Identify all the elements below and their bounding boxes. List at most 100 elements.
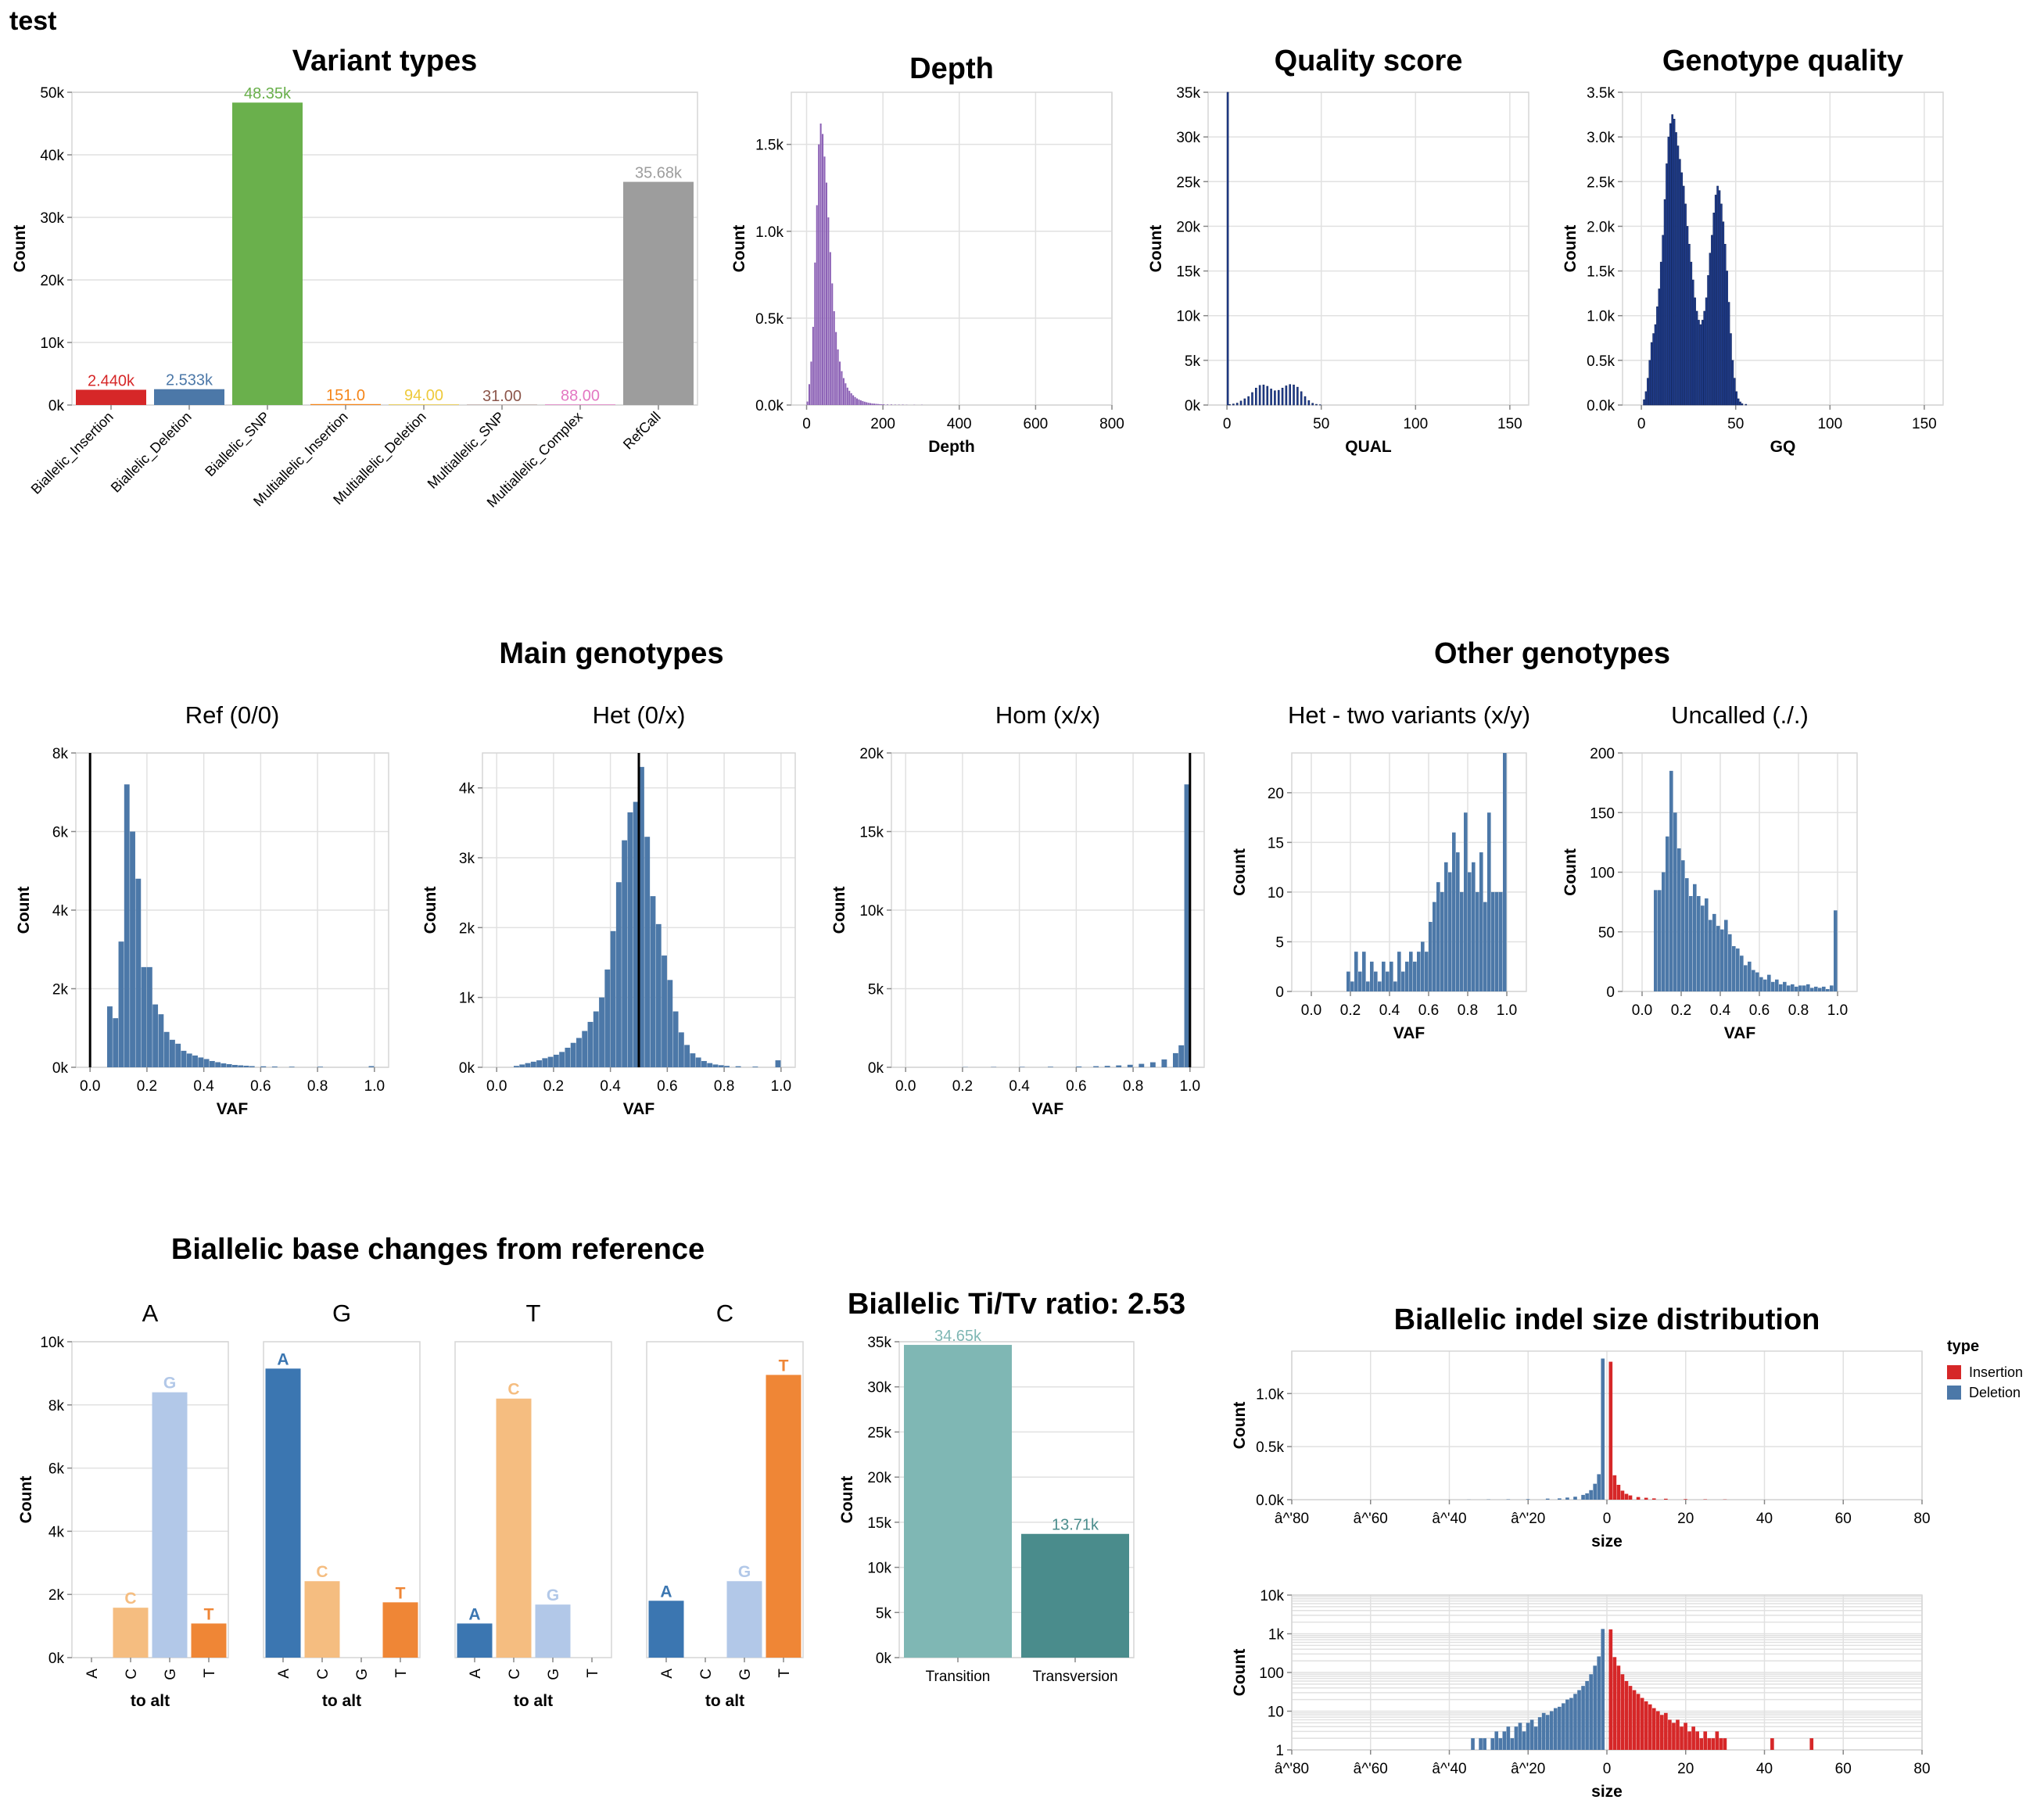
y-tick-label: 3k	[459, 851, 475, 867]
histogram-bar	[1736, 948, 1740, 991]
histogram-bar	[1226, 91, 1229, 406]
x-axis-label: Depth	[928, 438, 975, 456]
chart-title: Het (0/x)	[593, 701, 686, 729]
histogram-bar	[1707, 274, 1709, 406]
y-tick-label: 20k	[1176, 219, 1200, 235]
y-tick-label: 0k	[52, 1060, 69, 1077]
histogram-bar	[1763, 979, 1767, 991]
x-axis-label: QUAL	[1345, 438, 1392, 456]
legend-swatch-insertion	[1947, 1365, 1961, 1379]
chart-base-A: A 0k 2k 4k 6k 8k 10k Count A C C G G T Tto alt	[17, 1300, 229, 1710]
histogram-bar	[880, 404, 883, 405]
y-tick-label: 1k	[459, 991, 475, 1007]
histogram-bar	[1712, 913, 1716, 991]
histogram-bar	[1791, 984, 1795, 991]
chart-vaf-het2: Het - two variants (x/y) 0 5 10 15 20 Count 0.0…	[1231, 701, 1530, 1042]
y-tick-label: 200	[1590, 746, 1615, 762]
y-tick-label: 0.5k	[1587, 353, 1615, 370]
histogram-bar	[1711, 1738, 1716, 1750]
histogram-bar	[1266, 385, 1269, 406]
histogram-bar	[1616, 1485, 1621, 1500]
y-tick-label: 10k	[40, 1335, 64, 1351]
data-label: 88.00	[561, 387, 600, 404]
histogram-bar	[1456, 852, 1460, 991]
histogram-bar	[810, 361, 812, 405]
plot-frame	[1622, 91, 1944, 406]
y-tick-label: 0	[1275, 984, 1284, 1001]
histogram-bar	[1289, 384, 1292, 406]
x-tick-label: C	[698, 1669, 715, 1680]
x-tick-label: 400	[947, 416, 972, 432]
histogram-bar	[1479, 852, 1483, 991]
histogram-bar	[1666, 836, 1669, 991]
plot-frame	[263, 1341, 421, 1658]
histogram-bar	[1650, 342, 1653, 406]
x-tick-label: 0	[1223, 416, 1232, 432]
histogram-bar	[1711, 235, 1713, 406]
histogram-bar	[1529, 1719, 1534, 1750]
chart-gq: Genotype quality 0.0k 0.5k 1.0k 1.5k 2.0k 2.5k…	[1562, 45, 1944, 456]
histogram-bar	[1659, 261, 1662, 406]
histogram-bar	[1593, 1665, 1598, 1750]
histogram-bar	[1608, 1629, 1613, 1750]
histogram-bar	[1362, 952, 1366, 991]
x-tick-label: 0.0	[1301, 1002, 1321, 1019]
histogram-bar	[1759, 977, 1763, 991]
chart-depth: Depth 0.0k 0.5k 1.0k 1.5k Count 0 200 400 600 800 D…	[730, 52, 1124, 456]
histogram-bar	[1737, 398, 1740, 406]
histogram-bar	[1285, 385, 1288, 406]
x-axis-label: size	[1591, 1533, 1623, 1551]
y-tick-label: 0.0k	[1256, 1493, 1284, 1509]
histogram-bar	[1608, 1361, 1613, 1500]
x-tick-label: 0.0	[486, 1078, 507, 1095]
histogram-bar	[1676, 145, 1680, 406]
histogram-bar	[839, 361, 841, 405]
histogram-bar	[1730, 333, 1732, 406]
y-tick-label: 35k	[867, 1335, 891, 1351]
chart-vaf-hom: Hom (x/x) 0k 5k 10k 15k 20k Count 0.0 0.2 0.4 0.6 0…	[830, 701, 1205, 1118]
histogram-bar	[1350, 981, 1354, 991]
histogram-bar	[1690, 261, 1693, 406]
histogram-bar	[1783, 981, 1787, 991]
histogram-bar	[848, 390, 851, 405]
histogram-bar	[1697, 896, 1701, 991]
histogram-bar	[1601, 1358, 1605, 1500]
x-tick-label: Transversion	[1032, 1669, 1117, 1685]
bar-t	[191, 1623, 227, 1658]
histogram-bar	[695, 1057, 701, 1067]
histogram-bar	[1452, 832, 1456, 991]
histogram-bar	[1612, 1475, 1617, 1500]
x-tick-label: 200	[870, 416, 895, 432]
data-label: A	[660, 1583, 672, 1601]
histogram-bar	[1684, 1499, 1687, 1500]
histogram-bar	[707, 1063, 713, 1067]
histogram-bar	[1624, 1680, 1629, 1750]
data-label: C	[316, 1563, 328, 1581]
histogram-bar	[547, 1056, 554, 1067]
histogram-bar	[1644, 391, 1648, 406]
histogram-bar	[822, 134, 824, 406]
histogram-bar	[146, 966, 152, 1067]
y-tick-label: 30k	[40, 210, 64, 227]
histogram-bar	[1347, 971, 1350, 991]
y-tick-label: 40k	[40, 148, 64, 164]
histogram-bar	[536, 1060, 542, 1067]
histogram-bar	[1818, 988, 1822, 991]
histogram-bar	[565, 1047, 571, 1067]
histogram-bar	[514, 1066, 519, 1067]
x-tick-label: â^'20	[1511, 1761, 1545, 1777]
histogram-bar	[1701, 905, 1705, 991]
y-tick-label: 0k	[876, 1651, 892, 1667]
x-tick-label: â^'60	[1354, 1761, 1388, 1777]
chart-vaf-het: Het (0/x) 0k 1k 2k 3k 4k Count 0.0 0.2 0.4 0.6 0.8 1…	[421, 701, 796, 1118]
histogram-bar	[1703, 310, 1706, 406]
data-label: C	[507, 1381, 519, 1399]
histogram-bar	[1770, 1738, 1774, 1750]
histogram-bar	[1471, 1738, 1475, 1750]
histogram-bar	[1378, 981, 1382, 991]
histogram-bar	[1139, 1063, 1145, 1067]
data-label: G	[163, 1375, 176, 1393]
bar-c	[304, 1581, 340, 1658]
histogram-bar	[1745, 403, 1748, 406]
x-tick-label: G	[546, 1669, 562, 1680]
